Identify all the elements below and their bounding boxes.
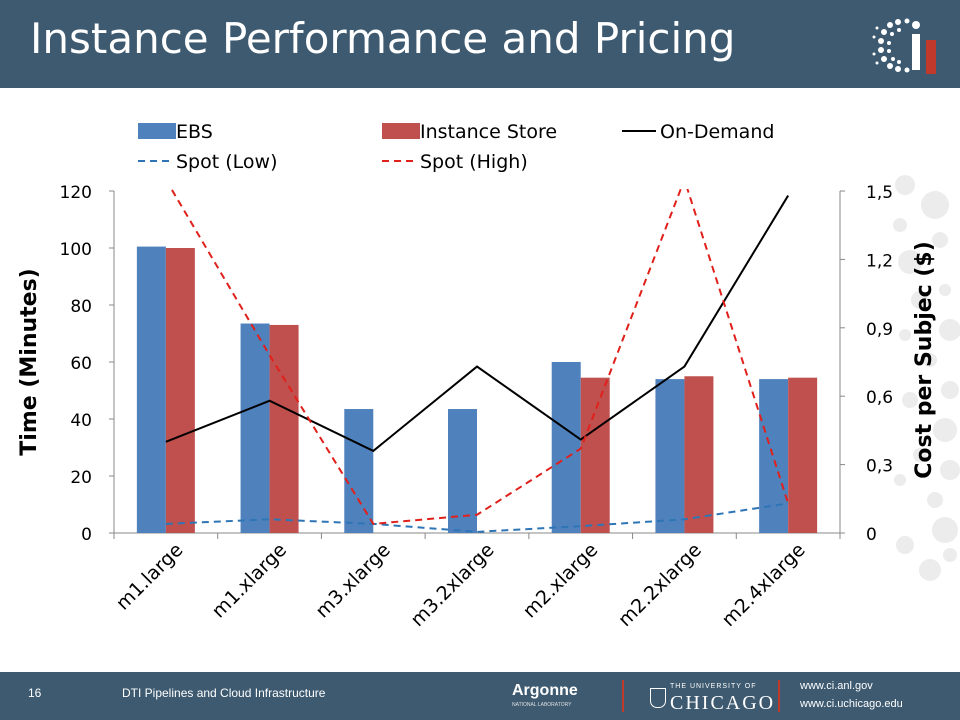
x-tick-label: m2.4xlarge [718, 539, 810, 631]
y-tick-label: 20 [70, 468, 92, 488]
series-line [165, 502, 789, 533]
decor-dot [940, 460, 960, 480]
y2-axis-title: Cost per Subjec ($) [912, 241, 937, 479]
decor-dot [933, 418, 957, 442]
footer: 16 DTI Pipelines and Cloud Infrastructur… [0, 672, 960, 720]
y2-tick-label: 1,5 [866, 183, 893, 203]
bar [448, 409, 477, 533]
decor-dot [913, 448, 927, 462]
decor-dot [896, 536, 914, 554]
x-tick-label: m2.xlarge [519, 539, 602, 622]
bar [655, 379, 685, 533]
footer-divider [622, 680, 624, 712]
decor-dot [893, 218, 907, 232]
bar [344, 409, 374, 533]
decor-dot [911, 291, 929, 309]
decor-dot [932, 232, 948, 248]
footer-divider [778, 680, 780, 712]
argonne-logo-subtitle: NATIONAL LABORATORY [512, 702, 572, 708]
decor-dot [939, 284, 951, 296]
shield-icon [650, 688, 666, 708]
bar [788, 377, 818, 533]
legend: EBS Instance Store On-Demand Spot (Low) Spot… [138, 121, 774, 173]
argonne-logo: Argonne [512, 682, 578, 699]
series-line [170, 189, 790, 525]
legend-label: On-Demand [660, 121, 774, 143]
y2-tick-label: 0,9 [866, 320, 893, 340]
axes [109, 175, 960, 581]
decor-dot [941, 381, 959, 399]
decor-dot [898, 250, 922, 274]
decor-dot [921, 191, 949, 219]
y-axis-title: Time (Minutes) [17, 268, 42, 455]
uchicago-logo: THE UNIVERSITY OF CHICAGO [650, 680, 773, 714]
decor-dot [919, 559, 941, 581]
decor-dot [932, 517, 958, 543]
legend-swatch [138, 123, 176, 139]
lines [165, 189, 790, 533]
decor-dot [899, 329, 911, 341]
bar [759, 379, 789, 533]
legend-swatch [382, 123, 420, 139]
bar [240, 323, 270, 533]
series-line [165, 195, 789, 453]
bars [136, 246, 818, 533]
y2-tick-label: 0,3 [866, 457, 893, 477]
page-number: 16 [28, 686, 42, 700]
y-tick-label: 60 [70, 354, 92, 374]
y-tick-label: 0 [81, 525, 92, 545]
bar [269, 324, 299, 533]
title-bar: Instance Performance and Pricing [0, 0, 960, 88]
legend-label: Spot (Low) [176, 151, 277, 173]
x-tick-label: m1.xlarge [208, 539, 291, 622]
slide-title: Instance Performance and Pricing [30, 14, 736, 63]
y2-tick-label: 1,2 [866, 251, 893, 271]
bar [580, 377, 610, 533]
x-tick-label: m3.xlarge [311, 539, 394, 622]
computation-institute-logo [872, 18, 936, 74]
decor-dot [894, 474, 906, 486]
decor-dot [923, 353, 937, 367]
footer-text: DTI Pipelines and Cloud Infrastructure [122, 686, 326, 700]
x-tick-label: m3.2xlarge [407, 539, 499, 631]
chart: EBS Instance Store On-Demand Spot (Low) Spot… [17, 121, 960, 631]
legend-label: Spot (High) [420, 151, 528, 173]
x-tick-label: m2.2xlarge [614, 539, 706, 631]
y2-tick-label: 0 [866, 525, 877, 545]
bar [136, 246, 166, 533]
x-tick-label: m1.large [112, 539, 188, 615]
bar [551, 362, 581, 533]
url-uchicago[interactable]: www.ci.uchicago.edu [800, 698, 903, 710]
uchicago-logo-small-text: THE UNIVERSITY OF [670, 683, 757, 690]
uchicago-logo-big-text: CHICAGO [670, 692, 776, 714]
y-tick-label: 100 [60, 240, 92, 260]
url-anl[interactable]: www.ci.anl.gov [800, 680, 873, 692]
y-tick-label: 40 [70, 411, 92, 431]
decor-dot [943, 548, 957, 562]
bar [684, 376, 714, 533]
decor-dot [902, 392, 918, 408]
bar [165, 248, 195, 533]
y2-tick-label: 0,6 [866, 388, 893, 408]
y-tick-label: 120 [60, 183, 92, 203]
legend-label: EBS [176, 121, 213, 143]
decor-dot [939, 319, 960, 341]
y-tick-label: 80 [70, 297, 92, 317]
legend-label: Instance Store [420, 121, 557, 143]
decor-dot [895, 175, 915, 195]
decor-dot [927, 492, 943, 508]
